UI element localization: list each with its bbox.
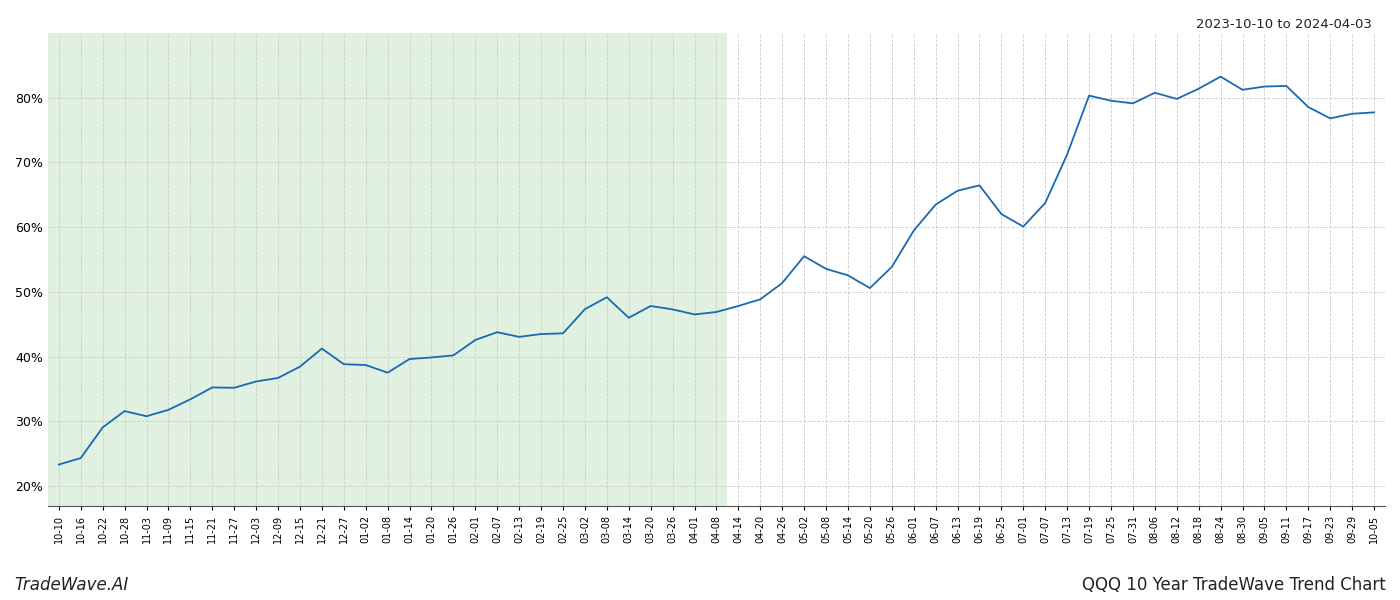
Text: QQQ 10 Year TradeWave Trend Chart: QQQ 10 Year TradeWave Trend Chart <box>1082 576 1386 594</box>
Text: TradeWave.AI: TradeWave.AI <box>14 576 129 594</box>
Bar <box>48 33 728 506</box>
Text: 2023-10-10 to 2024-04-03: 2023-10-10 to 2024-04-03 <box>1196 18 1372 31</box>
